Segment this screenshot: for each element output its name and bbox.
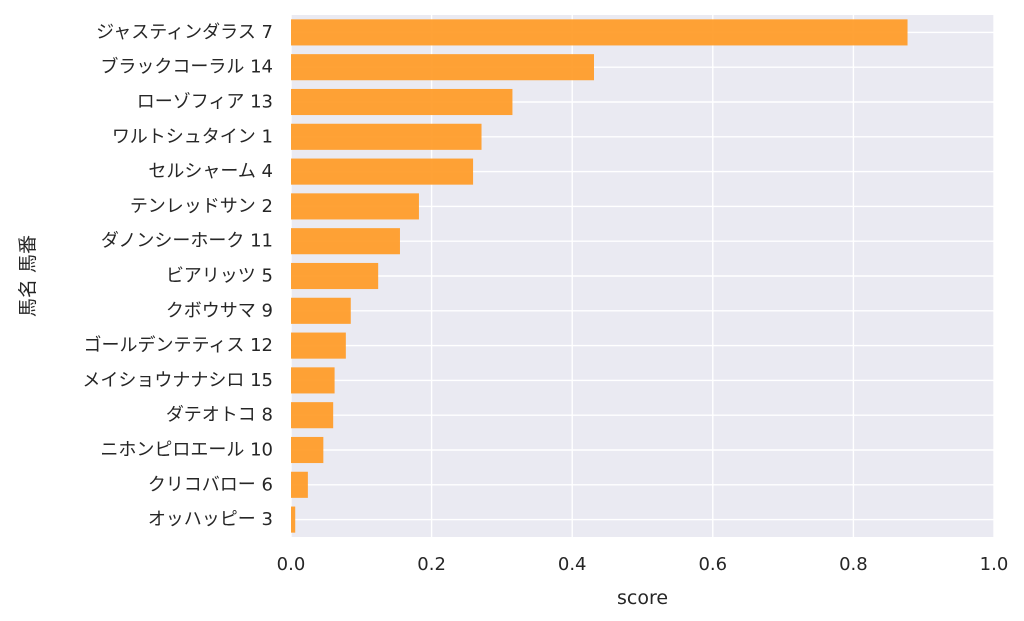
bar bbox=[291, 158, 474, 185]
bar bbox=[291, 436, 324, 464]
bar bbox=[291, 402, 334, 429]
y-tick-label: ダテオトコ 8 bbox=[166, 405, 273, 426]
bar bbox=[291, 228, 400, 255]
bar bbox=[291, 262, 379, 290]
y-tick-label: セルシャーム 4 bbox=[148, 161, 273, 182]
bar bbox=[291, 193, 419, 220]
x-tick-labels: 0.0 0.2 0.4 0.6 0.8 1.0 bbox=[277, 554, 1009, 575]
y-tick-label: テンレッドサン 2 bbox=[130, 196, 273, 217]
bar bbox=[291, 506, 296, 533]
bar bbox=[291, 88, 513, 116]
x-tick-label: 1.0 bbox=[980, 554, 1009, 575]
y-tick-label: メイショウナナシロ 15 bbox=[82, 370, 273, 391]
bars bbox=[291, 19, 908, 533]
y-tick-label: ローゾフィア 13 bbox=[137, 92, 273, 113]
bar bbox=[291, 297, 351, 324]
y-tick-label: クボウサマ 9 bbox=[166, 300, 273, 321]
bar bbox=[291, 332, 346, 359]
y-tick-label: ビアリッツ 5 bbox=[166, 266, 273, 287]
y-tick-label: ワルトシュタイン 1 bbox=[112, 126, 273, 147]
y-axis-label: 馬名 馬番 bbox=[17, 235, 39, 317]
y-tick-label: ダノンシーホーク 11 bbox=[101, 231, 273, 252]
y-tick-labels: ジャスティンダラス 7 ブラックコーラル 14 ローゾフィア 13 ワルトシュタイン … bbox=[82, 22, 273, 530]
bar bbox=[291, 123, 482, 150]
bar bbox=[291, 54, 594, 81]
y-tick-label: ゴールデンテティス 12 bbox=[83, 335, 273, 356]
y-tick-label: ブラックコーラル 14 bbox=[100, 56, 273, 78]
bar bbox=[291, 19, 908, 46]
bar bbox=[291, 471, 308, 498]
x-tick-label: 0.2 bbox=[417, 554, 446, 575]
x-tick-label: 0.8 bbox=[839, 554, 868, 575]
y-tick-label: クリコバロー 6 bbox=[148, 474, 273, 495]
x-tick-label: 0.6 bbox=[698, 554, 727, 575]
bar bbox=[291, 367, 335, 394]
y-tick-label: ジャスティンダラス 7 bbox=[96, 22, 273, 43]
y-tick-label: ニホンピロエール 10 bbox=[100, 440, 273, 461]
x-tick-label: 0.4 bbox=[558, 554, 587, 575]
x-tick-label: 0.0 bbox=[277, 554, 306, 575]
x-axis-label: score bbox=[617, 587, 668, 609]
y-tick-label: オッハッピー 3 bbox=[148, 509, 273, 530]
